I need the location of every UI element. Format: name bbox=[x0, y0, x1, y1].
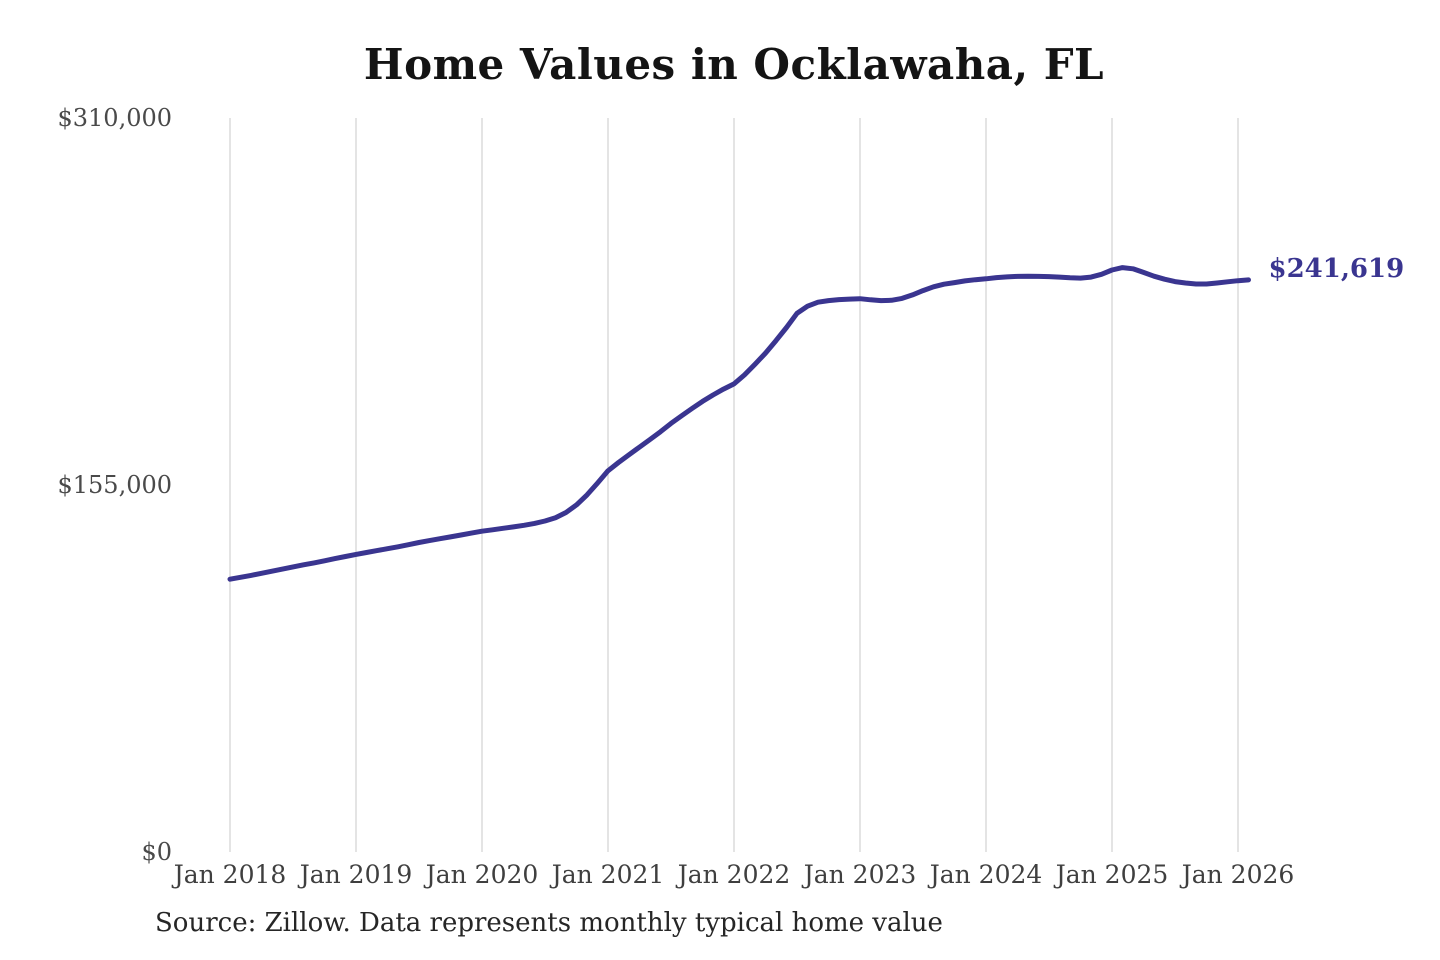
x-axis-tick-label: Jan 2019 bbox=[299, 860, 413, 889]
x-axis-tick-label: Jan 2018 bbox=[173, 860, 287, 889]
x-axis-tick-label: Jan 2021 bbox=[551, 860, 665, 889]
x-axis-tick-label: Jan 2023 bbox=[803, 860, 917, 889]
x-axis-tick-label: Jan 2026 bbox=[1181, 860, 1295, 889]
x-axis-tick-label: Jan 2025 bbox=[1055, 860, 1169, 889]
latest-value-label: $241,619 bbox=[1268, 253, 1405, 284]
y-axis-tick-label: $155,000 bbox=[57, 471, 172, 499]
home-value-line-series bbox=[227, 265, 1251, 582]
y-axis-tick-label: $0 bbox=[141, 838, 172, 866]
source-note: Source: Zillow. Data represents monthly … bbox=[155, 908, 943, 938]
y-axis-tick-label: $310,000 bbox=[57, 104, 172, 132]
x-axis-tick-label: Jan 2024 bbox=[929, 860, 1043, 889]
x-axis-tick-label: Jan 2022 bbox=[677, 860, 791, 889]
chart-title: Home Values in Ocklawaha, FL bbox=[363, 40, 1105, 89]
x-axis-tick-label: Jan 2020 bbox=[425, 860, 539, 889]
